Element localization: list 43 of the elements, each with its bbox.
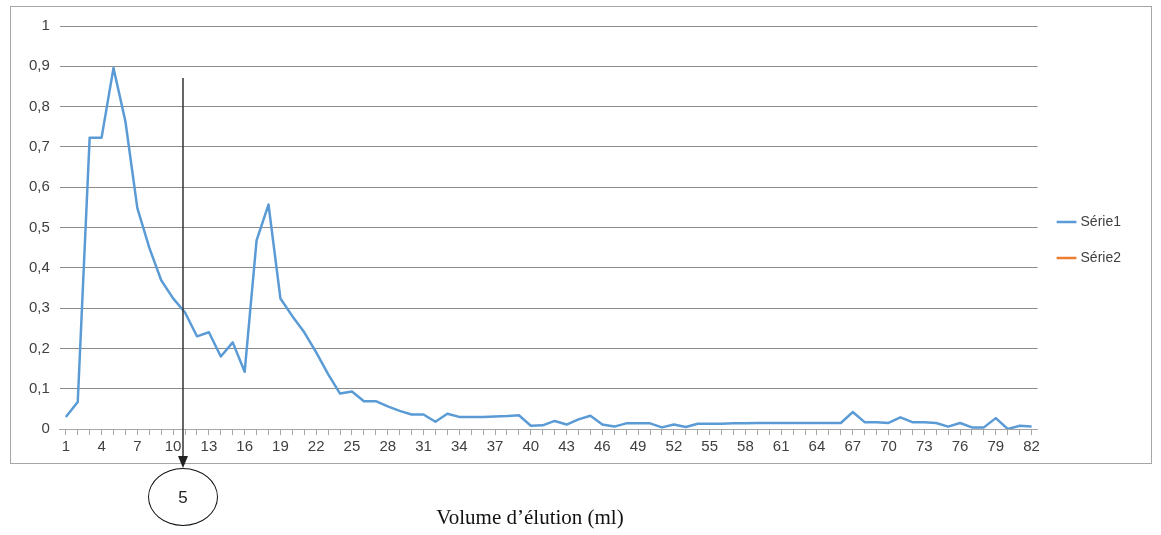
- y-tick-label: 1: [41, 16, 50, 34]
- y-tick-label: 0: [41, 419, 50, 437]
- x-tick-label: 43: [558, 437, 575, 455]
- x-tick-label: 79: [987, 437, 1005, 455]
- x-tick-label: 49: [629, 437, 647, 455]
- x-tick-label: 46: [594, 437, 611, 455]
- x-tick-label: 31: [415, 437, 432, 455]
- y-tick-label: 0,9: [28, 56, 50, 74]
- x-tick-label: 40: [522, 437, 540, 455]
- x-tick-label: 61: [772, 437, 790, 455]
- x-tick-label: 34: [450, 437, 468, 455]
- x-tick-label: 58: [737, 437, 754, 455]
- x-tick-label: 73: [915, 437, 933, 455]
- x-tick-label: 67: [844, 437, 862, 455]
- x-tick-label: 37: [486, 437, 504, 455]
- y-tick-label: 0,4: [28, 257, 50, 275]
- x-tick-label: 70: [880, 437, 897, 455]
- legend-label: Série1: [1080, 212, 1122, 229]
- x-tick-label: 28: [379, 437, 397, 455]
- x-tick-label: 1: [61, 437, 70, 455]
- y-tick-label: 0,5: [28, 217, 50, 235]
- y-tick-label: 0,8: [28, 96, 50, 114]
- x-tick-label: 55: [701, 437, 718, 455]
- x-tick-label: 25: [343, 437, 361, 455]
- y-tick-label: 0,7: [28, 137, 50, 155]
- y-tick-label: 0,3: [28, 298, 50, 316]
- x-tick-label: 16: [236, 437, 253, 455]
- y-tick-label: 0,1: [28, 378, 50, 396]
- x-tick-label: 52: [665, 437, 683, 455]
- x-tick-label: 4: [97, 437, 106, 455]
- y-tick-label: 0,2: [28, 338, 50, 356]
- x-tick-label: 76: [951, 437, 969, 455]
- legend-label: Série2: [1080, 248, 1122, 265]
- x-tick-label: 7: [133, 437, 142, 455]
- y-tick-label: 0,6: [28, 177, 50, 195]
- x-tick-label: 82: [1023, 437, 1040, 455]
- x-tick-label: 13: [200, 437, 218, 455]
- x-tick-label: 22: [307, 437, 325, 455]
- x-tick-label: 19: [272, 437, 289, 455]
- x-axis-title: Volume d’élution (ml): [436, 505, 624, 529]
- text: 5: [148, 468, 218, 526]
- x-tick-label: 10: [164, 437, 182, 455]
- x-tick-label: 64: [808, 437, 826, 455]
